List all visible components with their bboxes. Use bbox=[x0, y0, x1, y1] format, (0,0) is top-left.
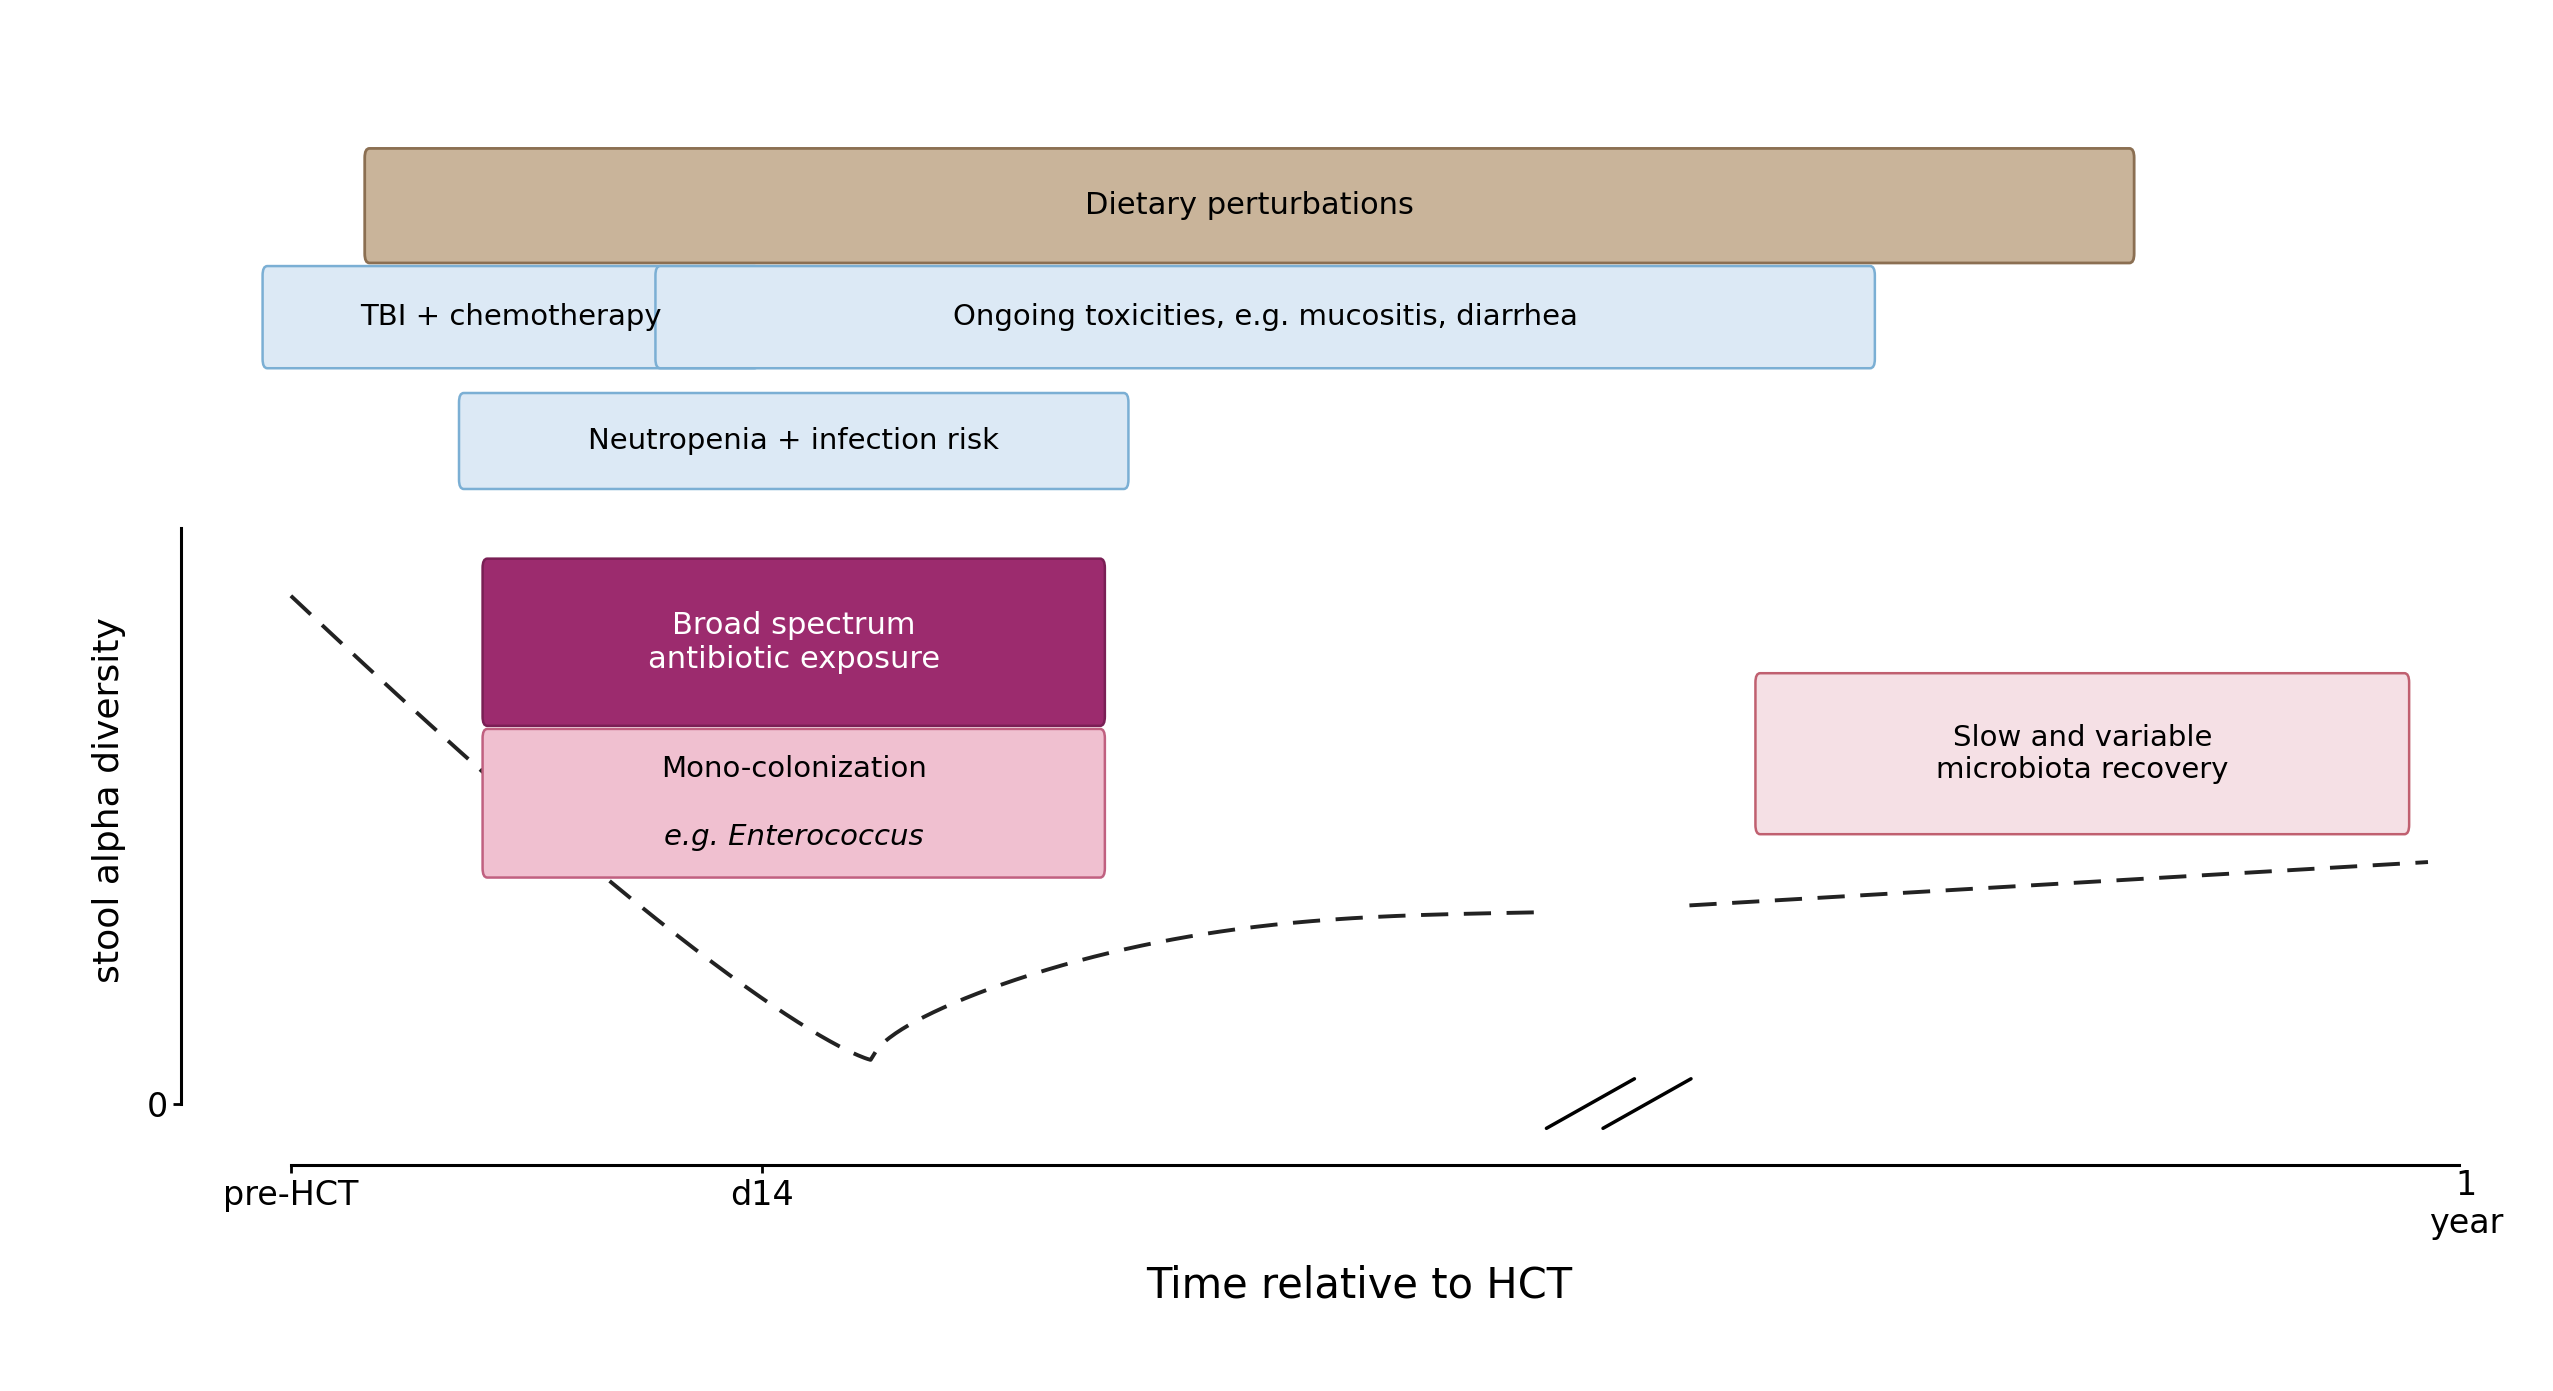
Text: 1
year: 1 year bbox=[2428, 1168, 2502, 1239]
Y-axis label: stool alpha diversity: stool alpha diversity bbox=[92, 618, 125, 983]
FancyBboxPatch shape bbox=[483, 729, 1105, 878]
FancyBboxPatch shape bbox=[656, 266, 1874, 369]
Text: Neutropenia + infection risk: Neutropenia + infection risk bbox=[587, 427, 998, 455]
FancyBboxPatch shape bbox=[460, 394, 1128, 490]
Text: Broad spectrum
antibiotic exposure: Broad spectrum antibiotic exposure bbox=[648, 611, 940, 673]
Text: Mono-colonization: Mono-colonization bbox=[661, 755, 927, 783]
FancyBboxPatch shape bbox=[483, 559, 1105, 726]
Text: TBI + chemotherapy: TBI + chemotherapy bbox=[360, 303, 661, 331]
X-axis label: Time relative to HCT: Time relative to HCT bbox=[1146, 1264, 1573, 1306]
Text: Slow and variable
microbiota recovery: Slow and variable microbiota recovery bbox=[1935, 723, 2229, 785]
FancyBboxPatch shape bbox=[263, 266, 758, 369]
Text: Dietary perturbations: Dietary perturbations bbox=[1085, 191, 1414, 220]
FancyBboxPatch shape bbox=[365, 149, 2134, 263]
Text: e.g. Enterococcus: e.g. Enterococcus bbox=[664, 823, 924, 851]
Text: Ongoing toxicities, e.g. mucositis, diarrhea: Ongoing toxicities, e.g. mucositis, diar… bbox=[952, 303, 1578, 331]
FancyBboxPatch shape bbox=[1756, 673, 2410, 835]
